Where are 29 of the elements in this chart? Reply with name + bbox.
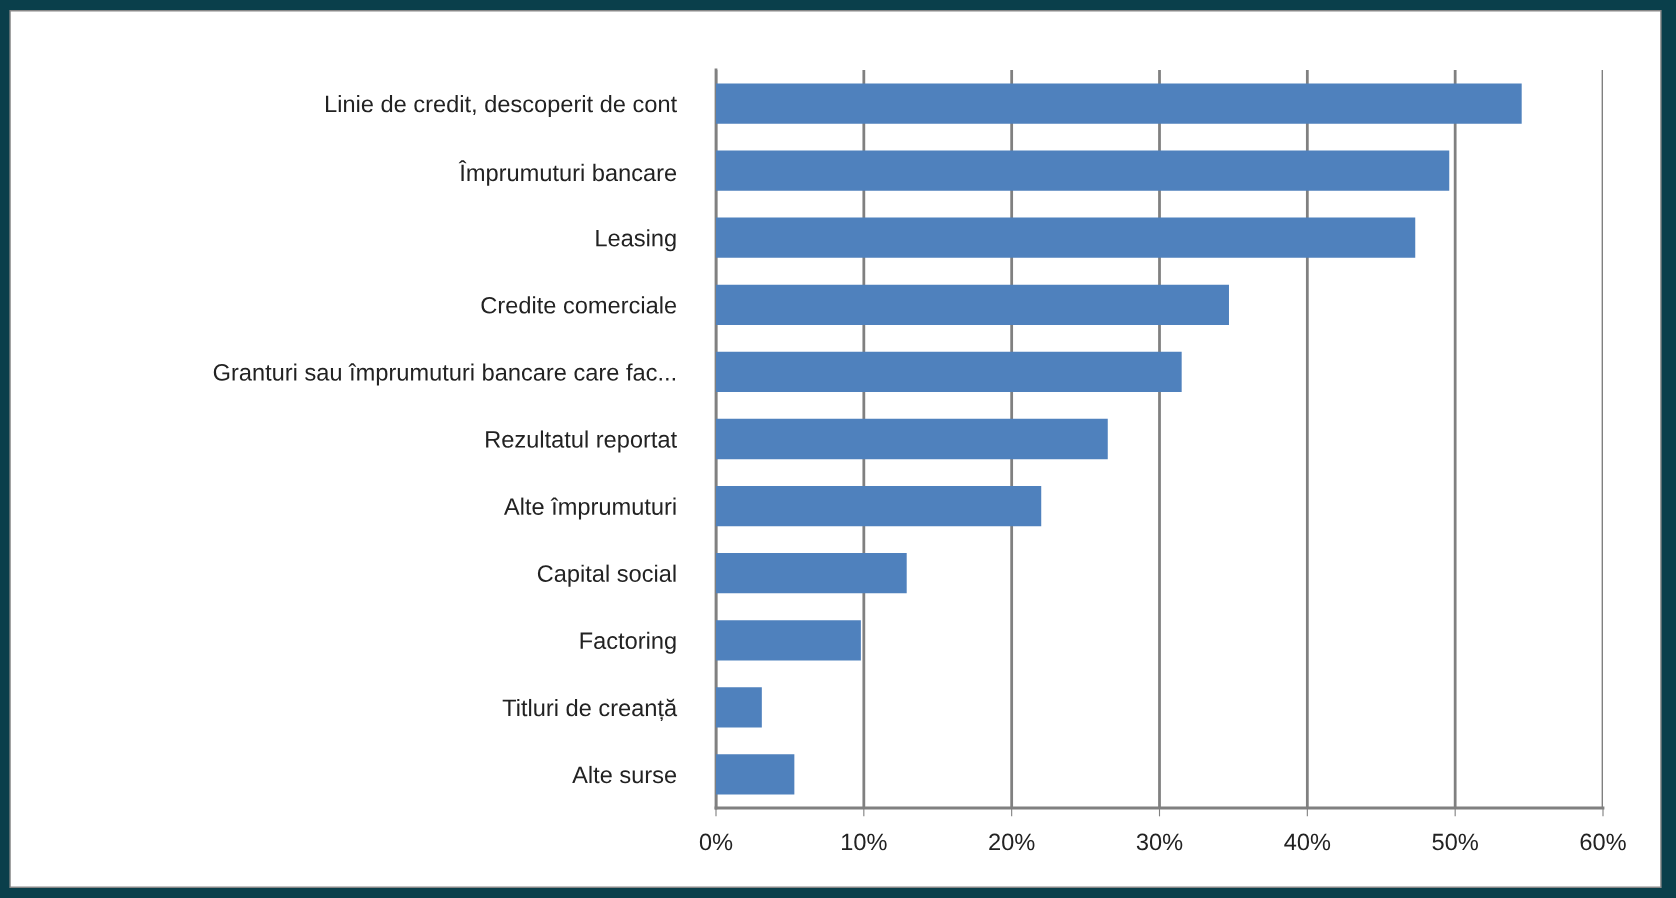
bar bbox=[716, 351, 1182, 393]
bar bbox=[716, 83, 1522, 124]
y-tick-label: Alte surse bbox=[572, 765, 677, 784]
y-tick-label: Granturi sau împrumuturi bancare care fac... bbox=[213, 363, 675, 386]
y-tick-label: Credite comerciale bbox=[481, 296, 677, 314]
bar bbox=[716, 418, 1108, 460]
x-tick-label: 0% bbox=[699, 833, 733, 851]
x-tick-label: 40% bbox=[1284, 833, 1331, 851]
x-tick-label: 30% bbox=[1136, 833, 1183, 851]
x-tick-label: 10% bbox=[842, 833, 887, 851]
bar bbox=[716, 485, 1042, 527]
bar bbox=[716, 620, 861, 661]
bar bbox=[716, 284, 1229, 325]
y-tick-label: Titluri de creanță bbox=[502, 698, 678, 722]
y-tick-label: Capital social bbox=[537, 564, 676, 587]
y-tick-label: Alte împrumuturi bbox=[503, 497, 676, 520]
bar bbox=[716, 553, 907, 594]
y-tick-label: Factoring bbox=[580, 631, 676, 654]
x-tick-label: 60% bbox=[1580, 833, 1626, 851]
x-tick-label: 50% bbox=[1432, 833, 1478, 851]
y-tick-label: Împrumuturi bancare bbox=[458, 160, 677, 186]
bar bbox=[716, 217, 1416, 258]
x-tick-label: 20% bbox=[989, 833, 1035, 851]
y-tick-label: Linie de credit, descoperit de cont bbox=[326, 94, 677, 117]
y-tick-label: Rezultatul reportat bbox=[486, 430, 677, 453]
bar bbox=[716, 754, 795, 795]
bar bbox=[716, 150, 1450, 191]
y-tick-label: Leasing bbox=[596, 229, 676, 252]
bar bbox=[716, 687, 762, 728]
